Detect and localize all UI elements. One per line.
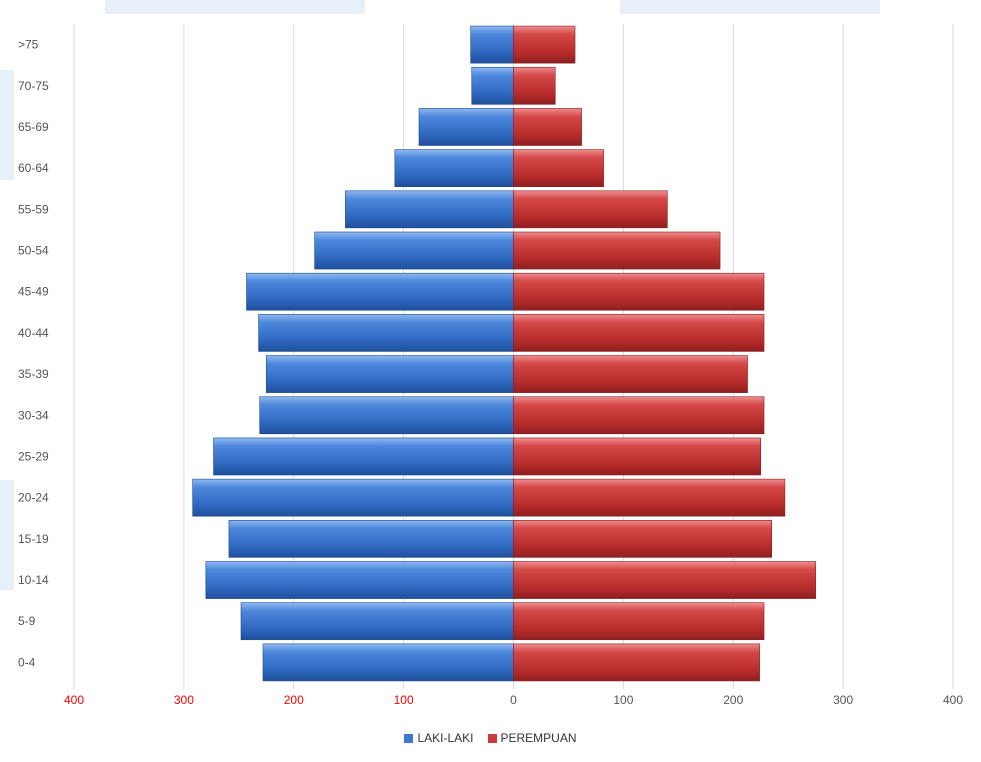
legend-label: PEREMPUAN <box>500 731 577 745</box>
y-category-label: 25-29 <box>18 449 49 463</box>
legend-swatch <box>487 733 497 743</box>
bar-laki-laki <box>258 314 514 352</box>
x-tick-label: 400 <box>64 693 84 707</box>
x-tick-label: 300 <box>174 693 194 707</box>
y-category-label: 30-34 <box>18 408 49 422</box>
bar-perempuan <box>513 66 556 105</box>
bar-laki-laki <box>192 478 514 517</box>
bar-laki-laki <box>240 602 514 641</box>
y-category-label: >75 <box>18 38 39 52</box>
y-category-label: 60-64 <box>18 161 49 175</box>
background-band-top <box>620 0 880 14</box>
bar-laki-laki <box>314 231 514 270</box>
bar-laki-laki <box>471 66 514 105</box>
y-category-label: 40-44 <box>18 326 49 340</box>
x-tick-label: 200 <box>723 693 743 707</box>
background-band-left <box>0 70 14 180</box>
bar-perempuan <box>513 520 773 558</box>
legend-swatch <box>404 733 414 743</box>
y-category-label: 10-14 <box>18 573 49 587</box>
x-tick-label: 400 <box>943 693 963 707</box>
bar-perempuan <box>513 149 604 187</box>
bar-laki-laki <box>265 355 514 393</box>
bar-perempuan <box>513 314 765 352</box>
bar-laki-laki <box>205 561 514 599</box>
x-tick-label: 100 <box>394 693 414 707</box>
y-category-label: 35-39 <box>18 367 49 381</box>
y-category-label: 15-19 <box>18 532 49 546</box>
y-category-label: 50-54 <box>18 244 49 258</box>
bar-laki-laki <box>262 643 514 682</box>
x-tick-label: 300 <box>833 693 853 707</box>
bar-laki-laki <box>228 520 514 558</box>
y-category-label: 65-69 <box>18 120 49 134</box>
chart-legend: LAKI-LAKI PEREMPUAN <box>0 731 981 745</box>
y-category-label: 45-49 <box>18 285 49 299</box>
bar-laki-laki <box>345 190 514 229</box>
y-category-label: 20-24 <box>18 491 49 505</box>
bar-perempuan <box>513 231 721 270</box>
bar-perempuan <box>513 602 765 641</box>
x-tick-label: 0 <box>510 693 517 707</box>
legend-item: PEREMPUAN <box>487 731 577 745</box>
bar-laki-laki <box>246 272 514 311</box>
bar-perempuan <box>513 396 765 435</box>
bar-perempuan <box>513 561 816 599</box>
y-category-label: 55-59 <box>18 202 49 216</box>
y-category-label: 5-9 <box>18 614 36 628</box>
x-tick-label: 200 <box>284 693 304 707</box>
y-category-label: 70-75 <box>18 79 49 93</box>
bar-laki-laki <box>259 396 514 435</box>
legend-item: LAKI-LAKI <box>404 731 474 745</box>
background-band-left <box>0 480 14 590</box>
background-band-top <box>105 0 365 14</box>
bar-laki-laki <box>394 149 514 187</box>
bar-perempuan <box>513 25 576 64</box>
y-category-label: 0-4 <box>18 655 36 669</box>
bar-laki-laki <box>470 25 514 64</box>
bar-perempuan <box>513 643 760 682</box>
x-tick-label: 100 <box>613 693 633 707</box>
bar-laki-laki <box>418 108 514 146</box>
bar-perempuan <box>513 108 582 146</box>
bar-perempuan <box>513 478 786 517</box>
bar-perempuan <box>513 272 765 311</box>
bar-perempuan <box>513 355 748 393</box>
bar-perempuan <box>513 437 762 476</box>
bar-laki-laki <box>213 437 514 476</box>
legend-label: LAKI-LAKI <box>417 731 474 745</box>
bar-perempuan <box>513 190 668 229</box>
